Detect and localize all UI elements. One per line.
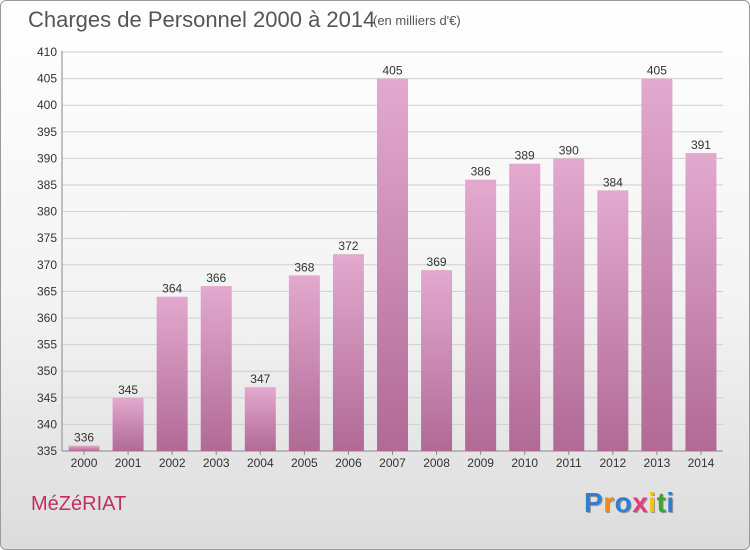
y-tick-label: 385 [37, 178, 57, 192]
bar-value-label: 347 [250, 372, 270, 386]
y-tick-label: 350 [37, 364, 57, 378]
x-tick-label: 2006 [335, 456, 362, 470]
logo-letter: r [603, 487, 615, 518]
logo-letter: x [632, 487, 649, 518]
bar [685, 153, 717, 451]
x-tick-label: 2013 [644, 456, 671, 470]
logo-letter: i [648, 487, 657, 518]
x-tick-label: 2005 [291, 456, 318, 470]
y-tick-label: 340 [37, 417, 57, 431]
y-tick-label: 360 [37, 311, 57, 325]
bar-value-label: 369 [427, 255, 447, 269]
y-tick-label: 410 [37, 45, 57, 59]
x-tick-label: 2003 [203, 456, 230, 470]
bar-value-label: 386 [471, 165, 491, 179]
logo-letter: i [666, 487, 675, 518]
x-tick-label: 2008 [423, 456, 450, 470]
bar [377, 78, 408, 451]
bar-value-label: 345 [118, 383, 138, 397]
x-tick-label: 2007 [379, 456, 406, 470]
logo-letter: t [656, 487, 667, 518]
bar-value-label: 405 [382, 64, 402, 78]
y-tick-label: 345 [37, 391, 57, 405]
bar-value-label: 390 [559, 143, 579, 157]
x-tick-label: 2004 [247, 456, 274, 470]
bar [465, 179, 497, 451]
logo-letter: P [584, 487, 604, 518]
x-tick-label: 2011 [556, 456, 582, 470]
x-tick-label: 2002 [159, 456, 186, 470]
bar [553, 158, 585, 451]
y-tick-label: 405 [37, 72, 57, 86]
y-tick-label: 370 [37, 258, 57, 272]
bar [597, 190, 629, 451]
bar [641, 78, 673, 451]
y-tick-label: 380 [37, 205, 57, 219]
bar [156, 296, 188, 451]
bar [288, 275, 320, 451]
chart-unit-note: (en milliers d'€) [373, 13, 461, 28]
x-tick-label: 2001 [115, 456, 142, 470]
bar-value-label: 364 [162, 282, 182, 296]
bar [244, 387, 276, 451]
bar [112, 397, 144, 451]
bar-value-label: 336 [74, 431, 94, 445]
bar-value-label: 389 [515, 149, 535, 163]
proxiti-logo: Proxiti [584, 487, 675, 519]
chart-title: Charges de Personnel 2000 à 2014 [28, 7, 376, 32]
bar [421, 270, 453, 451]
x-tick-label: 2012 [599, 456, 626, 470]
bar-value-label: 405 [647, 64, 667, 78]
bar [200, 286, 232, 451]
bar-value-label: 366 [206, 271, 226, 285]
y-tick-label: 355 [37, 338, 57, 352]
bar-value-label: 368 [294, 260, 314, 274]
bar-value-label: 384 [603, 175, 623, 189]
bar-value-label: 391 [691, 138, 711, 152]
logo-letter: o [614, 487, 633, 518]
y-tick-label: 395 [37, 125, 57, 139]
place-name: MéZéRIAT [31, 493, 127, 515]
x-tick-label: 2000 [71, 456, 98, 470]
x-tick-label: 2009 [467, 456, 494, 470]
bar [332, 254, 364, 451]
bar [509, 163, 541, 451]
y-tick-label: 335 [37, 444, 57, 458]
y-tick-label: 390 [37, 151, 57, 165]
x-tick-label: 2014 [688, 456, 715, 470]
y-tick-label: 365 [37, 284, 57, 298]
x-tick-label: 2010 [511, 456, 538, 470]
y-tick-label: 400 [37, 98, 57, 112]
y-tick-label: 375 [37, 231, 57, 245]
bar [68, 445, 100, 451]
bar-value-label: 372 [338, 239, 358, 253]
